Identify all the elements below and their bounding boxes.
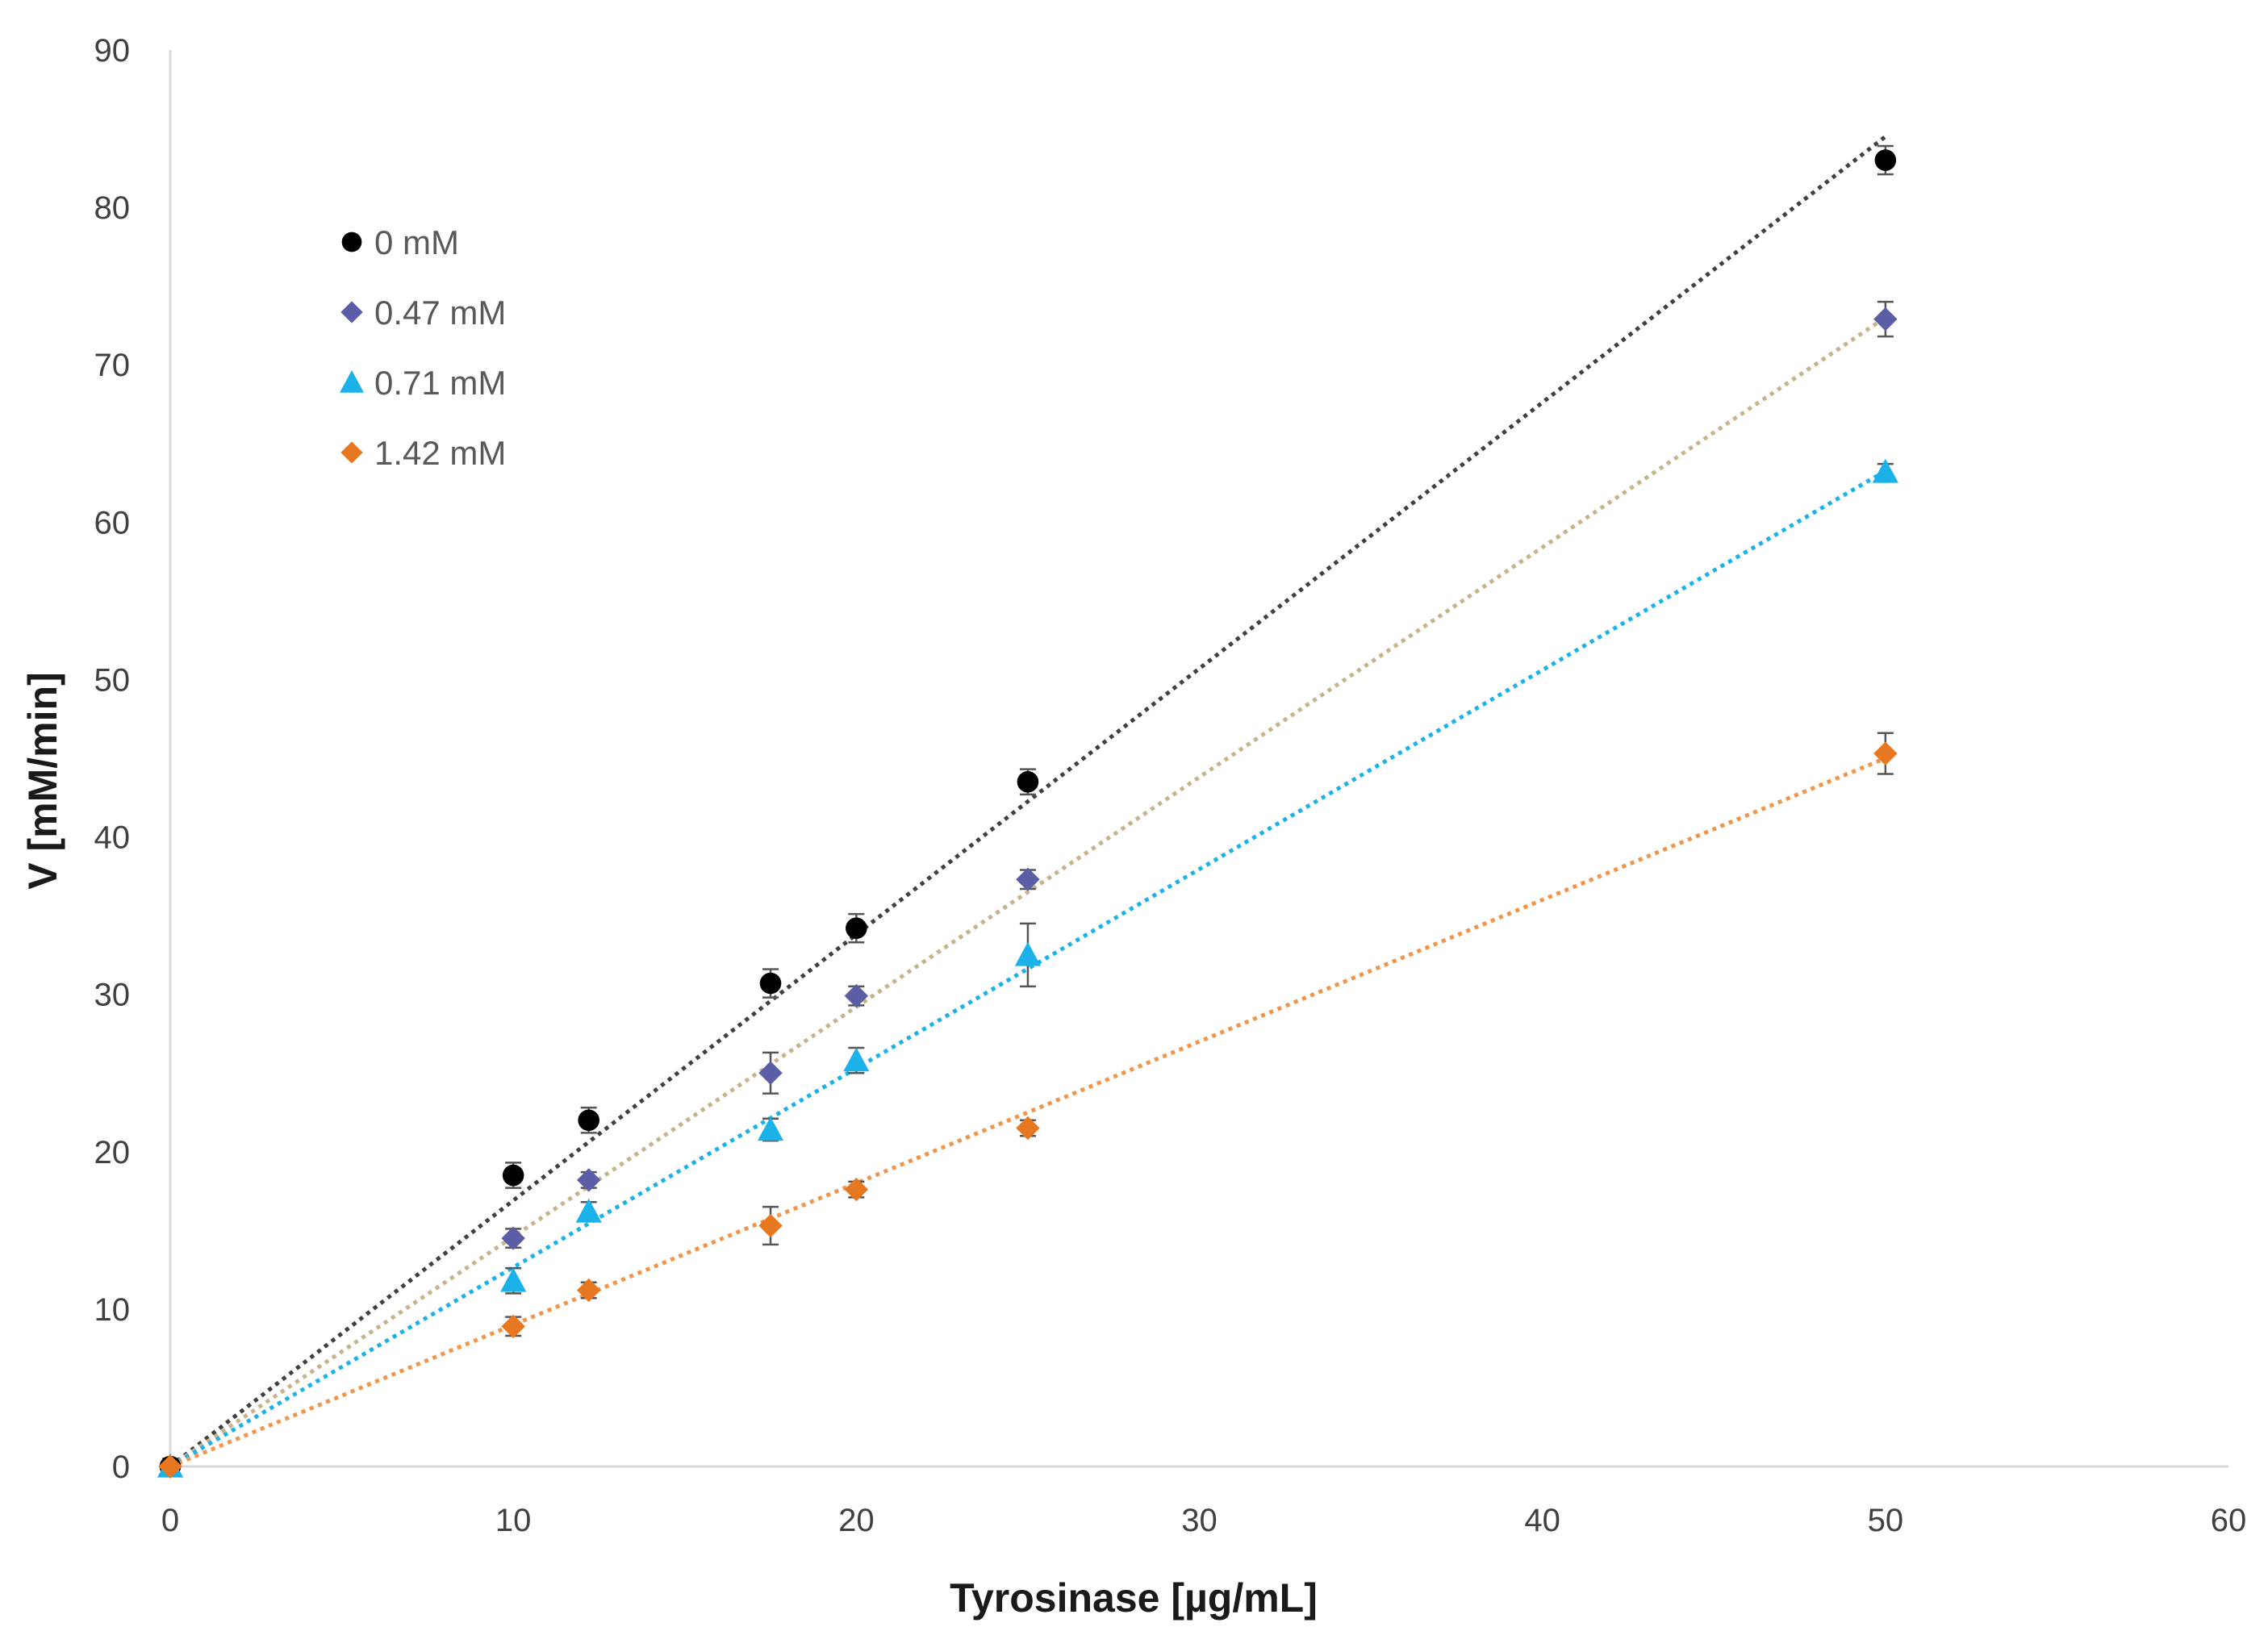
data-point — [577, 1278, 601, 1303]
data-point — [758, 1213, 783, 1238]
x-axis-title: Tyrosinase [µg/mL] — [950, 1575, 1318, 1621]
trendline-0 — [169, 135, 1887, 1468]
legend-label: 0.71 mM — [374, 364, 506, 402]
y-tick-label: 80 — [94, 190, 131, 226]
legend-label: 0.47 mM — [374, 294, 506, 332]
data-point — [1872, 458, 1898, 483]
data-point — [502, 1164, 524, 1187]
legend-marker — [340, 441, 363, 464]
data-point — [578, 1109, 600, 1132]
data-point — [757, 1116, 784, 1141]
y-tick-label: 0 — [112, 1450, 130, 1485]
trendline-2 — [169, 469, 1887, 1469]
data-point — [501, 1226, 525, 1250]
data-point — [1873, 741, 1898, 766]
y-tick-label: 70 — [94, 348, 131, 383]
x-tick-label: 50 — [1868, 1503, 1904, 1538]
data-point — [1017, 770, 1039, 793]
data-points — [157, 149, 1898, 1479]
x-tick-label: 60 — [2211, 1503, 2247, 1538]
data-point — [501, 1314, 525, 1339]
data-point — [759, 972, 782, 995]
data-point — [577, 1168, 601, 1192]
legend-marker — [340, 301, 363, 323]
trendlines — [169, 135, 1887, 1469]
data-point — [758, 1061, 783, 1085]
data-point — [846, 917, 867, 940]
data-point — [844, 1177, 869, 1202]
data-point — [158, 1454, 182, 1479]
x-tick-label: 40 — [1524, 1503, 1560, 1538]
legend-label: 0 mM — [374, 223, 459, 261]
y-tick-label: 60 — [94, 505, 131, 540]
y-tick-label: 50 — [94, 662, 131, 698]
data-point — [500, 1267, 527, 1292]
y-tick-label: 30 — [94, 978, 131, 1013]
data-point — [843, 1047, 870, 1072]
data-point — [1016, 1116, 1040, 1141]
trendline-3 — [169, 756, 1886, 1469]
trendline-1 — [169, 315, 1887, 1469]
data-point — [1874, 149, 1897, 171]
x-tick-label: 10 — [495, 1503, 532, 1538]
y-tick-label: 10 — [94, 1292, 131, 1328]
legend-marker — [340, 370, 364, 393]
legend-marker — [341, 232, 362, 252]
y-tick-label: 20 — [94, 1135, 131, 1170]
data-point — [844, 983, 869, 1008]
error-bars — [162, 144, 1894, 1476]
data-point — [1016, 867, 1040, 891]
y-tick-label: 40 — [94, 820, 131, 856]
data-point — [575, 1198, 602, 1223]
y-tick-label: 90 — [94, 33, 131, 69]
y-axis-title: V [mM/min] — [20, 672, 65, 889]
data-point — [1873, 307, 1898, 332]
legend-label: 1.42 mM — [374, 434, 506, 472]
x-tick-label: 20 — [838, 1503, 875, 1538]
axes: 0 10 20 30 40 50 60 0 10 20 30 40 50 60 70 80 90 — [94, 33, 2247, 1538]
x-tick-label: 0 — [161, 1503, 179, 1538]
legend: 0 mM 0.47 mM 0.71 mM 1.42 mM — [340, 223, 506, 472]
data-point — [1014, 941, 1042, 966]
x-tick-label: 30 — [1181, 1503, 1218, 1538]
